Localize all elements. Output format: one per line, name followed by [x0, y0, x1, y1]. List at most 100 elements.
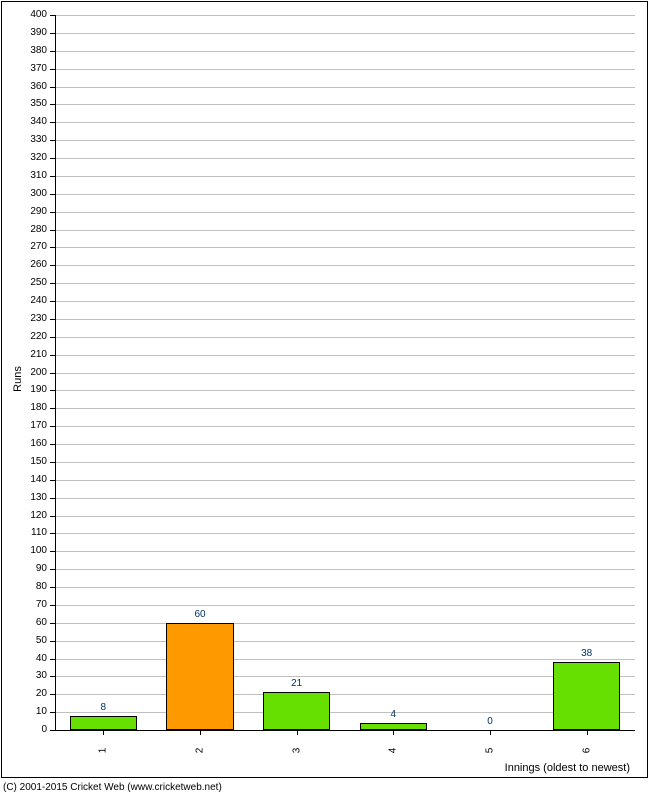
y-grid-line [55, 533, 635, 534]
bar [360, 723, 428, 730]
y-tick-label: 310 [17, 171, 47, 181]
y-tick-label: 0 [17, 725, 47, 735]
y-grid-line [55, 319, 635, 320]
y-tick-label: 240 [17, 296, 47, 306]
y-grid-line [55, 462, 635, 463]
bar-value-label: 60 [194, 609, 205, 620]
y-grid-line [55, 247, 635, 248]
x-tick-label: 2 [195, 736, 206, 766]
x-axis-line [55, 730, 635, 731]
x-tick-label: 1 [98, 736, 109, 766]
y-grid-line [55, 194, 635, 195]
y-tick-label: 70 [17, 600, 47, 610]
y-tick-label: 350 [17, 99, 47, 109]
y-tick-label: 300 [17, 189, 47, 199]
y-tick-label: 30 [17, 671, 47, 681]
y-tick-label: 380 [17, 46, 47, 56]
y-tick-label: 360 [17, 82, 47, 92]
y-grid-line [55, 122, 635, 123]
y-grid-line [55, 587, 635, 588]
y-grid-line [55, 15, 635, 16]
x-tick-label: 3 [291, 736, 302, 766]
y-grid-line [55, 176, 635, 177]
y-grid-line [55, 516, 635, 517]
y-tick-label: 290 [17, 207, 47, 217]
x-tick-label: 6 [581, 736, 592, 766]
y-grid-line [55, 230, 635, 231]
y-tick-label: 280 [17, 225, 47, 235]
y-tick-label: 210 [17, 350, 47, 360]
y-tick-label: 80 [17, 582, 47, 592]
y-axis-title: Runs [12, 366, 24, 392]
bar [263, 692, 331, 730]
y-tick-label: 400 [17, 10, 47, 20]
plot-area: 8 60 21 4 0 38 [55, 15, 635, 730]
y-grid-line [55, 265, 635, 266]
y-grid-line [55, 51, 635, 52]
y-grid-line [55, 444, 635, 445]
y-tick-label: 180 [17, 403, 47, 413]
y-grid-line [55, 212, 635, 213]
y-tick-label: 320 [17, 153, 47, 163]
y-tick-label: 220 [17, 332, 47, 342]
y-grid-line [55, 605, 635, 606]
y-tick-label: 250 [17, 278, 47, 288]
y-tick-label: 160 [17, 439, 47, 449]
y-axis-line [55, 15, 56, 730]
bar-value-label: 4 [391, 709, 397, 720]
y-grid-line [55, 569, 635, 570]
y-tick-label: 90 [17, 564, 47, 574]
y-grid-line [55, 337, 635, 338]
y-grid-line [55, 480, 635, 481]
y-tick-label: 10 [17, 707, 47, 717]
x-tick-label: 5 [485, 736, 496, 766]
y-grid-line [55, 712, 635, 713]
y-grid-line [55, 283, 635, 284]
y-tick-label: 270 [17, 242, 47, 252]
y-tick-label: 330 [17, 135, 47, 145]
y-grid-line [55, 87, 635, 88]
y-tick-label: 230 [17, 314, 47, 324]
y-tick-label: 50 [17, 636, 47, 646]
bar-value-label: 38 [581, 648, 592, 659]
bar-value-label: 0 [487, 716, 493, 727]
y-tick-label: 150 [17, 457, 47, 467]
x-tick-mark [103, 730, 104, 735]
y-tick-label: 370 [17, 64, 47, 74]
x-tick-mark [490, 730, 491, 735]
x-tick-mark [587, 730, 588, 735]
y-tick-label: 120 [17, 511, 47, 521]
y-tick-label: 130 [17, 493, 47, 503]
x-tick-mark [393, 730, 394, 735]
y-grid-line [55, 694, 635, 695]
y-grid-line [55, 641, 635, 642]
copyright-text: (C) 2001-2015 Cricket Web (www.cricketwe… [3, 782, 222, 793]
y-grid-line [55, 373, 635, 374]
bar-value-label: 21 [291, 678, 302, 689]
y-grid-line [55, 301, 635, 302]
y-grid-line [55, 623, 635, 624]
y-grid-line [55, 390, 635, 391]
y-grid-line [55, 69, 635, 70]
bar-value-label: 8 [101, 702, 107, 713]
y-tick-label: 170 [17, 421, 47, 431]
y-grid-line [55, 659, 635, 660]
y-grid-line [55, 104, 635, 105]
y-grid-line [55, 355, 635, 356]
y-grid-line [55, 551, 635, 552]
y-grid-line [55, 426, 635, 427]
x-axis-title: Innings (oldest to newest) [505, 762, 630, 774]
y-tick-label: 260 [17, 260, 47, 270]
y-tick-label: 110 [17, 528, 47, 538]
y-tick-label: 60 [17, 618, 47, 628]
y-tick-label: 390 [17, 28, 47, 38]
y-grid-line [55, 158, 635, 159]
y-grid-line [55, 140, 635, 141]
y-grid-line [55, 676, 635, 677]
y-grid-line [55, 498, 635, 499]
bar [553, 662, 621, 730]
x-tick-mark [297, 730, 298, 735]
y-tick-label: 40 [17, 654, 47, 664]
y-tick-label: 20 [17, 689, 47, 699]
y-tick-label: 100 [17, 546, 47, 556]
